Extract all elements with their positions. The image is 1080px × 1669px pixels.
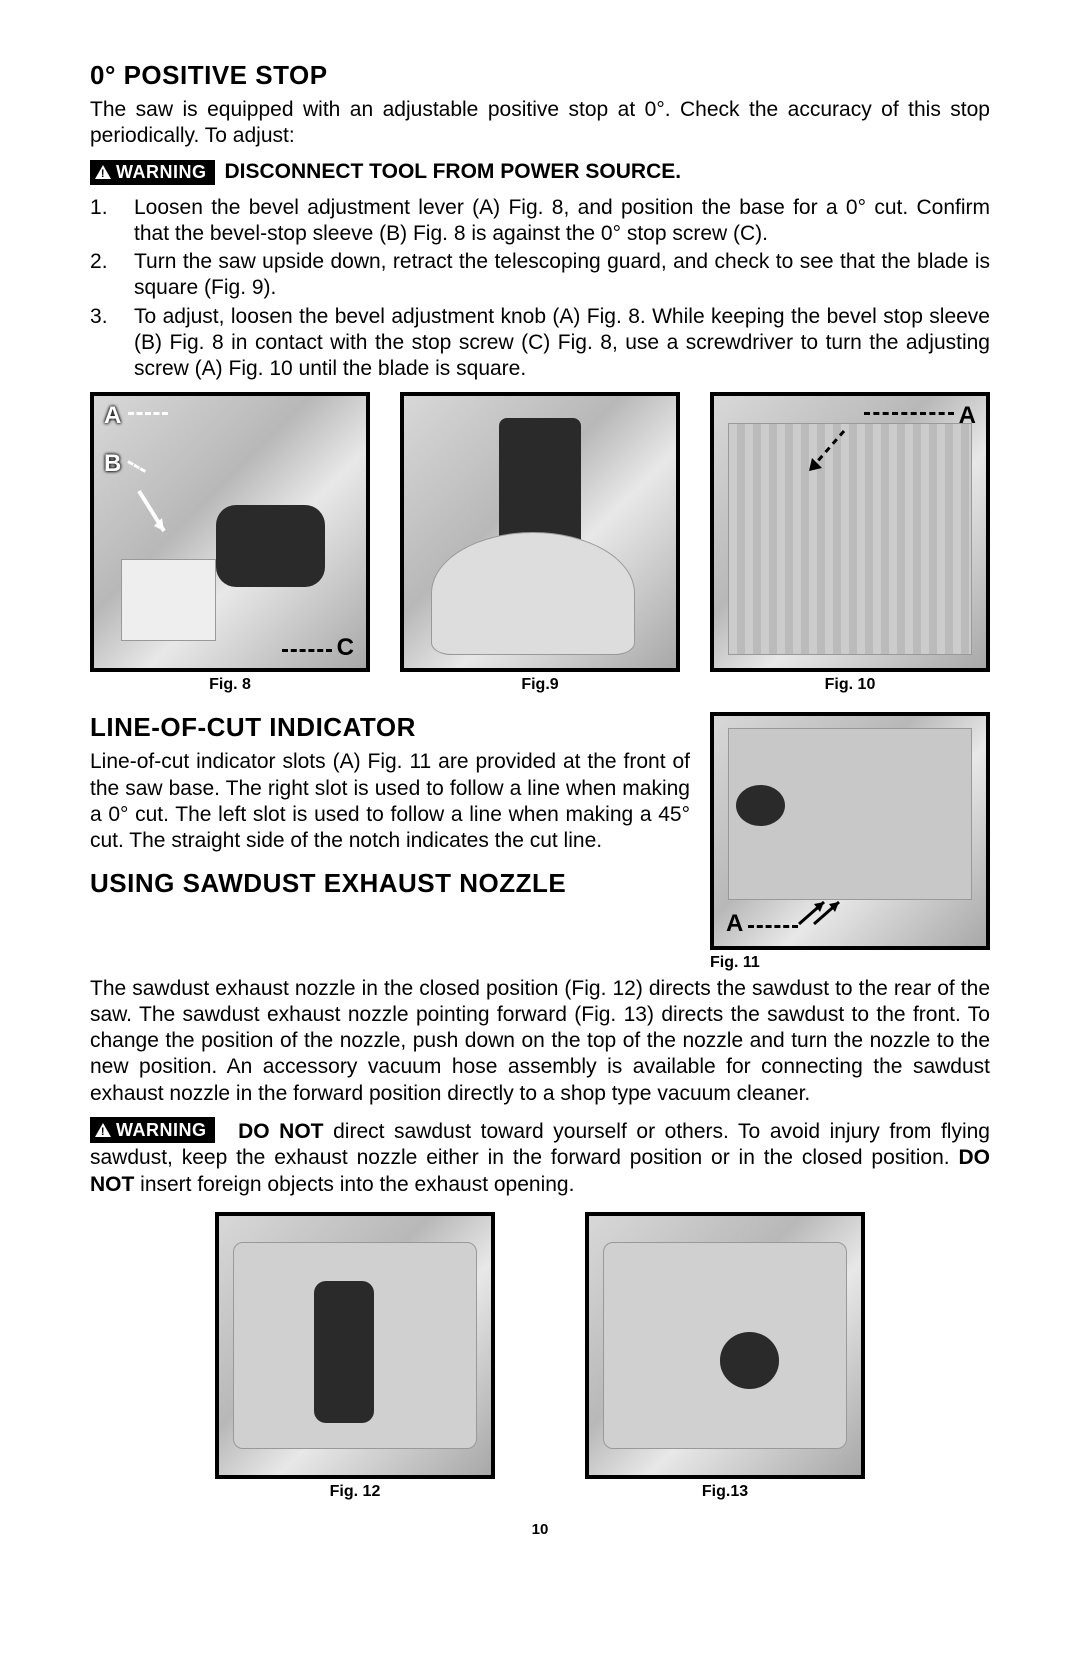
figure-9: Fig.9 [400, 392, 680, 694]
figure-8: A B C Fig. 8 [90, 392, 370, 694]
callout-a: A [726, 910, 743, 938]
line-of-cut-region: LINE-OF-CUT INDICATOR Line-of-cut indica… [90, 712, 990, 971]
step-item: Turn the saw upside down, retract the te… [90, 249, 990, 302]
figure-9-caption: Fig.9 [400, 676, 680, 694]
figure-13-caption: Fig.13 [585, 1483, 865, 1501]
warning-text-2: insert foreign objects into the exhaust … [134, 1173, 574, 1196]
warning-badge: ! WARNING [90, 1117, 215, 1144]
positive-stop-heading: 0° POSITIVE STOP [90, 60, 990, 91]
figure-12: Fig. 12 [215, 1212, 495, 1501]
sawdust-heading: USING SAWDUST EXHAUST NOZZLE [90, 868, 690, 899]
figure-10: A Fig. 10 [710, 392, 990, 694]
positive-stop-intro: The saw is equipped with an adjustable p… [90, 97, 990, 150]
warning-label: WARNING [116, 162, 207, 183]
callout-b: B [104, 450, 121, 478]
warning-disconnect: ! WARNING DISCONNECT TOOL FROM POWER SOU… [90, 160, 990, 185]
step-item: Loosen the bevel adjustment lever (A) Fi… [90, 195, 990, 248]
figure-11: A Fig. 11 [710, 712, 990, 971]
svg-text:!: ! [101, 1126, 105, 1138]
figure-12-image [215, 1212, 495, 1479]
warning-triangle-icon: ! [94, 1122, 112, 1138]
svg-text:!: ! [101, 168, 105, 180]
warning-disconnect-text: DISCONNECT TOOL FROM POWER SOURCE. [225, 160, 682, 184]
figure-8-caption: Fig. 8 [90, 676, 370, 694]
figure-10-image: A [710, 392, 990, 672]
callout-a: A [104, 402, 121, 430]
warning-bold-1: DO NOT [238, 1120, 323, 1143]
step-item: To adjust, loosen the bevel adjustment k… [90, 304, 990, 383]
line-of-cut-body: Line-of-cut indicator slots (A) Fig. 11 … [90, 749, 690, 854]
warning-badge: ! WARNING [90, 160, 215, 185]
adjustment-steps: Loosen the bevel adjustment lever (A) Fi… [90, 195, 990, 383]
figure-12-caption: Fig. 12 [215, 1483, 495, 1501]
callout-a: A [959, 402, 976, 430]
page-number: 10 [90, 1521, 990, 1538]
figure-13: Fig.13 [585, 1212, 865, 1501]
figure-9-image [400, 392, 680, 672]
callout-c: C [337, 634, 354, 662]
figure-row-1: A B C Fig. 8 Fig.9 A Fig. 10 [90, 392, 990, 694]
figure-10-caption: Fig. 10 [710, 676, 990, 694]
sawdust-body: The sawdust exhaust nozzle in the closed… [90, 976, 990, 1107]
figure-8-image: A B C [90, 392, 370, 672]
figure-13-image [585, 1212, 865, 1479]
warning-sawdust: ! WARNING DO NOT direct sawdust toward y… [90, 1119, 990, 1198]
figure-11-caption: Fig. 11 [710, 954, 990, 972]
figure-row-2: Fig. 12 Fig.13 [90, 1212, 990, 1501]
figure-11-image: A [710, 712, 990, 949]
warning-label: WARNING [116, 1119, 207, 1142]
warning-text-1: direct sawdust toward yourself or others… [90, 1120, 990, 1170]
line-of-cut-heading: LINE-OF-CUT INDICATOR [90, 712, 690, 743]
warning-triangle-icon: ! [94, 164, 112, 180]
